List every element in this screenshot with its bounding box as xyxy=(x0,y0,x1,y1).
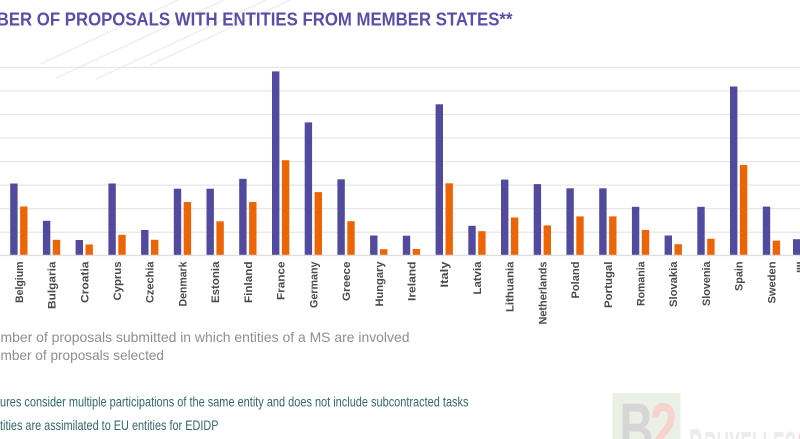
svg-text:Netherlands: Netherlands xyxy=(537,262,549,325)
svg-text:2: 2 xyxy=(798,424,800,439)
svg-text:Belgium: Belgium xyxy=(14,262,26,304)
svg-text:Sweden: Sweden xyxy=(766,261,778,303)
svg-text:Bulgaria: Bulgaria xyxy=(47,261,59,309)
svg-text:Slovenia: Slovenia xyxy=(701,261,713,306)
svg-text:Portugal: Portugal xyxy=(603,262,615,309)
svg-text:Denmark: Denmark xyxy=(177,261,189,307)
svg-text:Spain: Spain xyxy=(734,261,746,291)
svg-text:Slovakia: Slovakia xyxy=(668,261,680,307)
svg-text:Italy: Italy xyxy=(439,261,451,288)
svg-text:Finland: Finland xyxy=(243,261,255,303)
svg-text:Hungary: Hungary xyxy=(374,261,386,307)
svg-text:NUMBER OF PROPOSALS WITH ENTIT: NUMBER OF PROPOSALS WITH ENTITIES FROM M… xyxy=(0,9,513,30)
svg-text:ures consider multiple partici: ures consider multiple participations of… xyxy=(0,394,469,410)
svg-text:Greece: Greece xyxy=(341,262,353,302)
svg-text:tities are assimilated to EU e: tities are assimilated to EU entities fo… xyxy=(0,417,219,433)
svg-text:Romania: Romania xyxy=(636,261,648,306)
svg-text:B: B xyxy=(689,417,703,439)
svg-text:mber of proposals selected: mber of proposals selected xyxy=(1,347,165,363)
svg-text:Estonia: Estonia xyxy=(210,261,222,303)
svg-text:Czechia: Czechia xyxy=(145,261,157,303)
svg-text:Cyprus: Cyprus xyxy=(112,262,124,301)
svg-text:France: France xyxy=(276,262,288,301)
svg-text:Germany: Germany xyxy=(308,261,320,308)
svg-text:B: B xyxy=(620,389,654,439)
svg-text:RUXELLES: RUXELLES xyxy=(704,423,796,439)
svg-text:Croatia: Croatia xyxy=(79,261,91,303)
svg-text:2: 2 xyxy=(650,389,677,439)
svg-text:Poland: Poland xyxy=(570,261,582,298)
svg-text:mber of proposals submitted in: mber of proposals submitted in which ent… xyxy=(1,329,410,345)
svg-text:Latvia: Latvia xyxy=(472,261,484,295)
svg-text:Ireland: Ireland xyxy=(407,261,419,301)
svg-text:Lithuania: Lithuania xyxy=(505,261,517,312)
